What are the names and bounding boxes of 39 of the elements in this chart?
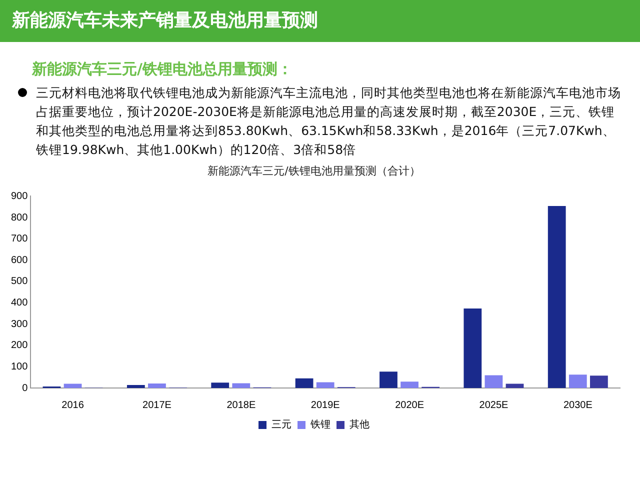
text: 新能源汽车未来产销量及电池用量预测 — [0, 0, 640, 42]
bar — [295, 378, 314, 388]
bar — [590, 376, 608, 388]
bar — [316, 382, 334, 388]
bar — [568, 374, 587, 388]
y-tick-label: 300 — [10, 318, 28, 330]
bar — [506, 384, 524, 388]
bar — [126, 385, 145, 388]
x-tick-label: 2030E — [563, 400, 593, 411]
bar — [484, 375, 503, 388]
x-tick-label: 2017E — [142, 400, 172, 411]
x-tick-label: 2020E — [395, 400, 424, 411]
y-tick-label: 800 — [10, 212, 28, 224]
bar — [548, 206, 566, 388]
legend-label: 其他 — [350, 418, 370, 431]
bar — [211, 382, 230, 388]
y-tick-label: 500 — [10, 276, 28, 288]
text: 新能源汽车三元/铁锂电池总用量预测： — [32, 60, 294, 79]
x-tick-label: 2025E — [479, 400, 509, 411]
y-tick-label: 200 — [10, 340, 28, 352]
y-tick-label: 0 — [22, 382, 28, 394]
y-tick-label: 400 — [10, 298, 28, 309]
x-tick-label: 2018E — [226, 400, 256, 411]
text: 三元材料电池将取代铁锂电池成为新能源汽车主流电池，同时其他类型电池也将在新能源汽车电池市场占据重要地位，预计2020E-2030E将是新能源电池总用量的高速发展时期，截至2030E，三元、铁锂和其他类型的电池总用量将达到853.80Kwh、63.15Kwh和58.33Kwh，是2016年（三元7.07Kwh、铁锂19.98Kwh、其他1.00Kwh）的120倍、3倍和58倍 — [36, 84, 622, 159]
x-tick-label: 2016 — [62, 400, 84, 411]
y-tick-label: 100 — [10, 361, 28, 372]
bar — [400, 382, 418, 388]
legend-label: 三元 — [272, 420, 292, 431]
bar — [64, 384, 82, 388]
chart-title: 新能源汽车三元/铁锂电池用量预测（合计） — [208, 164, 420, 178]
bar — [148, 384, 166, 388]
x-tick-label: 2019E — [310, 400, 340, 411]
bar — [464, 308, 482, 388]
y-tick-label: 600 — [10, 254, 28, 266]
bar — [380, 372, 398, 388]
bar — [232, 383, 250, 388]
y-tick-label: 700 — [10, 234, 28, 245]
legend-label: 铁锂 — [310, 418, 330, 431]
y-tick-label: 900 — [10, 190, 28, 202]
